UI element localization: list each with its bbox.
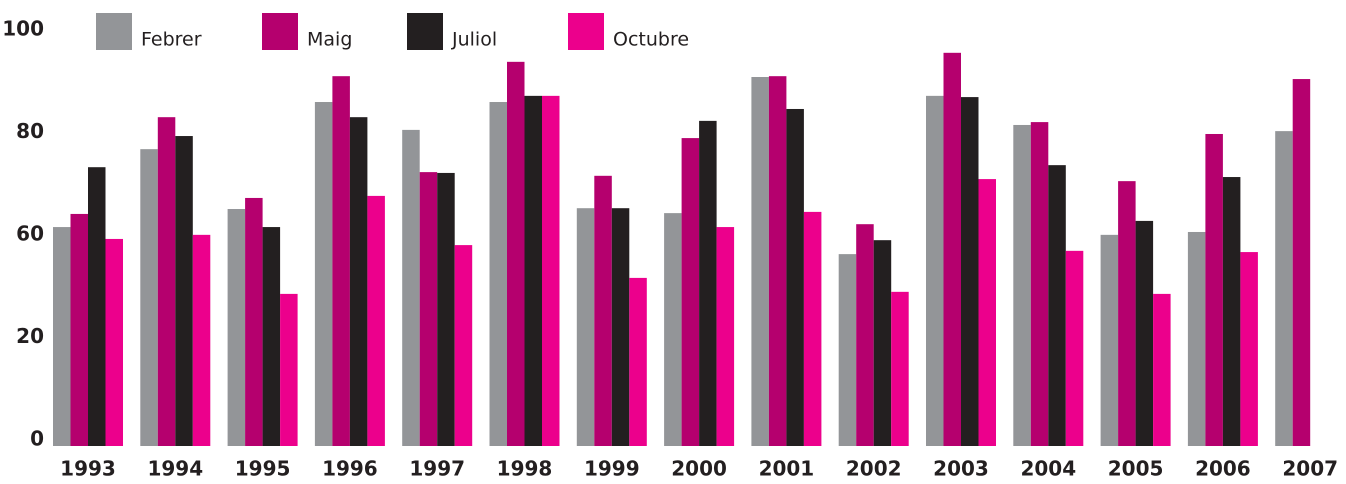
legend-label: Maig bbox=[307, 29, 352, 51]
y-tick-label: 20 bbox=[16, 324, 44, 348]
bar bbox=[838, 254, 857, 446]
bar bbox=[1065, 250, 1084, 446]
bar bbox=[524, 95, 542, 447]
bar bbox=[1187, 231, 1206, 446]
bar bbox=[1222, 177, 1241, 447]
bar bbox=[978, 179, 996, 446]
bar bbox=[803, 211, 822, 446]
bar bbox=[227, 209, 246, 446]
bar bbox=[611, 208, 630, 446]
legend-swatch bbox=[262, 13, 298, 50]
bar bbox=[1205, 133, 1223, 447]
bar bbox=[419, 172, 438, 446]
x-tick-label: 2006 bbox=[1195, 457, 1251, 481]
y-tick-label: 60 bbox=[16, 222, 44, 246]
x-tick-label: 1997 bbox=[409, 457, 465, 481]
bar bbox=[664, 213, 682, 446]
bar bbox=[489, 102, 507, 446]
y-tick-label: 80 bbox=[16, 119, 44, 143]
bar bbox=[1240, 252, 1258, 446]
bar bbox=[943, 52, 961, 447]
bar bbox=[157, 117, 176, 447]
bar bbox=[332, 76, 350, 447]
x-tick-label: 1994 bbox=[147, 457, 203, 481]
bar bbox=[280, 293, 298, 446]
bar bbox=[314, 102, 333, 446]
y-tick-label: 100 bbox=[2, 17, 44, 41]
x-tick-label: 1995 bbox=[235, 457, 291, 481]
bar bbox=[1292, 79, 1311, 447]
bar bbox=[699, 120, 717, 447]
legend-swatch bbox=[568, 13, 604, 50]
bar bbox=[349, 117, 368, 447]
bar bbox=[768, 76, 787, 447]
bar bbox=[105, 238, 123, 446]
bar bbox=[856, 224, 874, 446]
bar bbox=[53, 227, 71, 446]
bar bbox=[88, 167, 106, 446]
x-tick-label: 2004 bbox=[1020, 457, 1076, 481]
legend-label: Octubre bbox=[613, 29, 689, 51]
bar bbox=[751, 77, 769, 446]
bar bbox=[629, 277, 647, 446]
x-tick-label: 2000 bbox=[671, 457, 727, 481]
bar bbox=[1100, 234, 1119, 446]
bar bbox=[192, 234, 211, 446]
bar bbox=[507, 61, 525, 447]
bar bbox=[262, 227, 281, 446]
x-tick-label: 2007 bbox=[1282, 457, 1338, 481]
legend-swatch bbox=[96, 13, 132, 50]
bar bbox=[576, 208, 595, 446]
bar bbox=[873, 240, 892, 446]
bar bbox=[681, 138, 700, 446]
bar bbox=[402, 129, 420, 446]
bar bbox=[454, 245, 473, 446]
bar bbox=[245, 197, 263, 446]
bar bbox=[1153, 293, 1171, 446]
bar bbox=[1135, 220, 1154, 446]
bar bbox=[140, 149, 158, 446]
bar bbox=[594, 175, 612, 446]
bar bbox=[437, 172, 455, 446]
bar bbox=[961, 97, 979, 446]
x-tick-label: 1993 bbox=[60, 457, 116, 481]
bar bbox=[367, 195, 385, 446]
bar bbox=[1048, 165, 1066, 446]
bar bbox=[786, 108, 804, 446]
bar bbox=[926, 95, 944, 447]
x-tick-label: 1998 bbox=[497, 457, 553, 481]
bar bbox=[542, 95, 560, 447]
bar bbox=[1118, 181, 1136, 446]
legend-swatch bbox=[407, 13, 443, 50]
bar bbox=[1275, 131, 1293, 446]
x-tick-label: 2002 bbox=[846, 457, 902, 481]
legend-label: Juliol bbox=[451, 29, 497, 51]
x-tick-label: 1996 bbox=[322, 457, 378, 481]
x-tick-label: 2003 bbox=[933, 457, 989, 481]
x-tick-label: 2001 bbox=[759, 457, 815, 481]
bar bbox=[70, 213, 88, 446]
bar bbox=[1030, 122, 1049, 446]
bar bbox=[175, 136, 193, 447]
bar bbox=[1013, 124, 1031, 446]
y-tick-label: 0 bbox=[30, 427, 44, 451]
x-tick-label: 1999 bbox=[584, 457, 640, 481]
bar bbox=[716, 227, 735, 446]
x-tick-label: 2005 bbox=[1108, 457, 1164, 481]
bar bbox=[891, 291, 909, 446]
legend-label: Febrer bbox=[141, 29, 202, 51]
